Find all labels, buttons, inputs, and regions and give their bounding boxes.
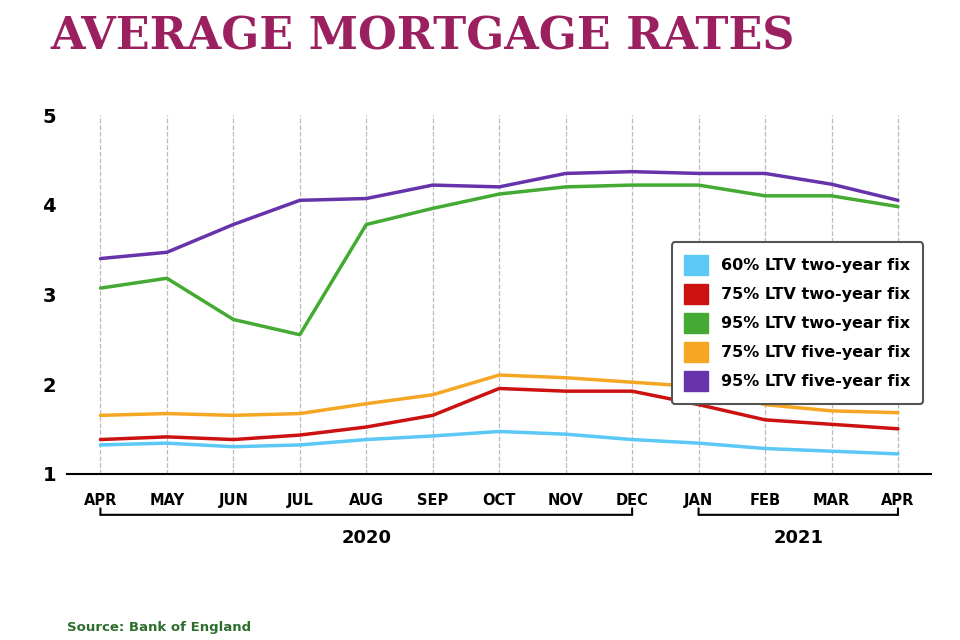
Text: AVERAGE MORTGAGE RATES: AVERAGE MORTGAGE RATES [50, 16, 795, 59]
Text: 2020: 2020 [341, 529, 392, 547]
Text: AUG: AUG [348, 493, 384, 508]
Text: MAY: MAY [150, 493, 184, 508]
Text: DEC: DEC [615, 493, 649, 508]
Text: JUN: JUN [219, 493, 249, 508]
Text: APR: APR [84, 493, 117, 508]
Text: OCT: OCT [483, 493, 516, 508]
Text: JUL: JUL [286, 493, 313, 508]
Text: MAR: MAR [813, 493, 851, 508]
Text: 2021: 2021 [773, 529, 824, 547]
Text: Source: Bank of England: Source: Bank of England [67, 621, 252, 634]
Text: FEB: FEB [750, 493, 780, 508]
Text: NOV: NOV [548, 493, 584, 508]
Text: SEP: SEP [417, 493, 448, 508]
Text: APR: APR [881, 493, 915, 508]
Text: JAN: JAN [684, 493, 713, 508]
Legend: 60% LTV two-year fix, 75% LTV two-year fix, 95% LTV two-year fix, 75% LTV five-y: 60% LTV two-year fix, 75% LTV two-year f… [672, 243, 924, 404]
